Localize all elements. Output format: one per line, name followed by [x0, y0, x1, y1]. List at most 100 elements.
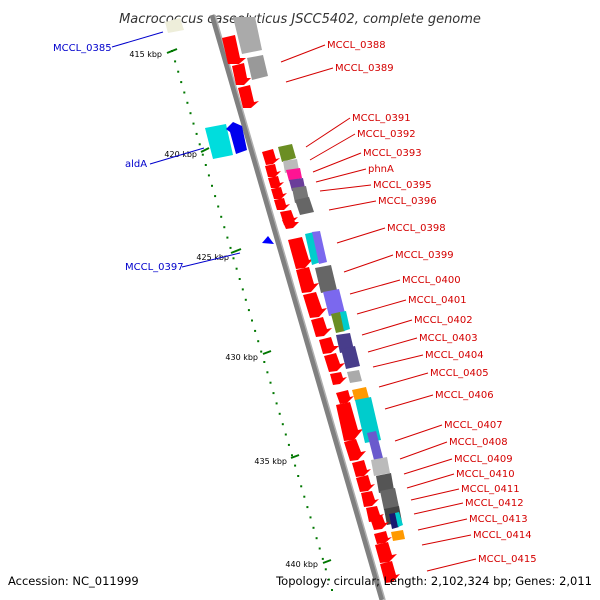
minor-tick-dot — [251, 319, 253, 322]
gene-mccl-0408-leader-line — [399, 441, 448, 460]
gene-mccl-0414 — [374, 530, 405, 544]
gene-mccl-0401-label[interactable]: MCCL_0401 — [408, 295, 467, 306]
gene-phna-label[interactable]: phnA — [368, 164, 394, 175]
minor-tick-dot — [201, 153, 204, 156]
gene-mccl-0398-label[interactable]: MCCL_0398 — [387, 223, 446, 234]
minor-tick-dot — [235, 267, 238, 270]
minor-tick-dot — [257, 340, 260, 343]
gene-mccl-0407-leader-line — [394, 424, 443, 442]
gene-mccl-0391-leader-line — [305, 117, 351, 148]
tick-440: 440 kbp — [285, 559, 332, 569]
gene-mccl-0393-leader-line — [312, 152, 362, 173]
gene-alda-label[interactable]: aldA — [125, 159, 147, 170]
gene-mccl-0410 — [356, 473, 394, 493]
tick-425: 425 kbp — [196, 248, 242, 262]
gene-mccl-0391 — [262, 144, 296, 165]
gene-mccl-0390 — [238, 85, 259, 108]
minor-tick-dot — [312, 526, 315, 529]
gene-mccl-0388-label[interactable]: MCCL_0388 — [327, 40, 386, 51]
gene-mccl-0408-label[interactable]: MCCL_0408 — [449, 437, 508, 448]
minor-tick-dot — [232, 257, 235, 260]
gene-mccl-0391-label[interactable]: MCCL_0391 — [352, 113, 411, 124]
gene-mccl-0395-label[interactable]: MCCL_0395 — [373, 180, 432, 191]
gene-mccl-0406-label[interactable]: MCCL_0406 — [435, 390, 494, 401]
minor-tick-dot — [217, 205, 220, 208]
gene-mccl-0393 — [268, 168, 302, 188]
minor-tick-dot — [254, 329, 257, 332]
gene-mccl-0398-leader-line — [336, 227, 386, 244]
minor-tick-dot — [260, 350, 263, 353]
gene-mccl-0404-leader-line — [372, 354, 424, 368]
tick-430: 430 kbp — [225, 350, 272, 362]
gene-mccl-0395-leader-line — [319, 184, 372, 192]
minor-tick-dot — [238, 278, 241, 280]
gene-mccl-0385-leader-line — [111, 31, 164, 48]
minor-tick-dot — [297, 475, 300, 477]
gene-mccl-0407-label[interactable]: MCCL_0407 — [444, 420, 503, 431]
tick-label-425: 425 kbp — [196, 253, 229, 262]
minor-tick-dot — [195, 132, 198, 135]
accession-text: Accession: NC_011999 — [8, 574, 139, 588]
gene-mccl-0403-label[interactable]: MCCL_0403 — [419, 333, 478, 344]
gene-mccl-0397-leader-line — [181, 252, 241, 268]
gene-mccl-0410-label[interactable]: MCCL_0410 — [456, 469, 515, 480]
minor-tick-dot — [263, 361, 266, 363]
gene-mccl-0398 — [282, 218, 299, 229]
gene-mccl-0415-leader-line — [426, 558, 477, 572]
minor-tick-dot — [281, 423, 284, 426]
minor-tick-dot — [315, 537, 318, 540]
gene-mccl-0392-leader-line — [309, 133, 356, 161]
gene-mccl-0396-label[interactable]: MCCL_0396 — [378, 196, 437, 207]
gene-mccl-0392-label[interactable]: MCCL_0392 — [357, 129, 416, 140]
gene-mccl-0389-label[interactable]: MCCL_0389 — [335, 63, 394, 74]
gene-mccl-0405 — [330, 370, 362, 385]
gene-mccl-0414-leader-line — [421, 534, 472, 546]
gene-mccl-0400-leader-line — [349, 279, 401, 295]
gene-mccl-0404 — [324, 346, 360, 372]
gene-mccl-0399-label[interactable]: MCCL_0399 — [395, 250, 454, 261]
minor-tick-dot — [171, 50, 173, 52]
gene-mccl-0385-label[interactable]: MCCL_0385 — [53, 43, 112, 54]
gene-mccl-0385 — [165, 18, 184, 33]
gene-mccl-0393-label[interactable]: MCCL_0393 — [363, 148, 422, 159]
gene-mccl-0411 — [361, 488, 399, 510]
tick-label-440: 440 kbp — [285, 560, 318, 569]
minor-ticks — [171, 50, 333, 591]
gene-mccl-0405-label[interactable]: MCCL_0405 — [430, 368, 489, 379]
gene-mccl-0411-leader-line — [410, 488, 460, 501]
gene-mccl-0400-label[interactable]: MCCL_0400 — [402, 275, 461, 286]
gene-mccl-0414-label[interactable]: MCCL_0414 — [473, 530, 532, 541]
gene-mccl-0396-leader-line — [328, 200, 377, 211]
gene-mccl-0389 — [232, 55, 268, 85]
minor-tick-dot — [214, 195, 217, 198]
gene-mccl-0399-leader-line — [343, 254, 394, 273]
gene-mccl-0409-leader-line — [403, 458, 453, 475]
gene-mccl-0413 — [370, 512, 403, 530]
gene-mccl-0416 — [380, 561, 400, 583]
tick-label-415: 415 kbp — [129, 50, 162, 59]
gene-mccl-0406 — [336, 387, 369, 404]
tick-415: 415 kbp — [129, 48, 178, 59]
tick-label-430: 430 kbp — [225, 353, 258, 362]
gene-mccl-0404-label[interactable]: MCCL_0404 — [425, 350, 484, 361]
gene-mccl-0397-label[interactable]: MCCL_0397 — [125, 262, 184, 273]
minor-tick-dot — [303, 495, 306, 498]
gene-mccl-0401-leader-line — [356, 299, 407, 315]
minor-tick-dot — [291, 454, 293, 457]
gene-mccl-0415-label[interactable]: MCCL_0415 — [478, 554, 537, 565]
gene-mccl-0412-label[interactable]: MCCL_0412 — [465, 498, 524, 509]
genome-summary-text: Topology: circular; Length: 2,102,324 bp… — [275, 574, 592, 588]
minor-tick-dot — [241, 288, 244, 291]
minor-tick-dot — [180, 81, 183, 84]
gene-mccl-0409-label[interactable]: MCCL_0409 — [454, 454, 513, 465]
genome-title: Macrococcus caseolyticus JSCC5402, compl… — [119, 12, 481, 27]
gene-mccl-0413-label[interactable]: MCCL_0413 — [469, 514, 528, 525]
gene-mccl-0411-label[interactable]: MCCL_0411 — [461, 484, 520, 495]
minor-tick-dot — [284, 433, 287, 436]
gene-mccl-0402-label[interactable]: MCCL_0402 — [414, 315, 473, 326]
gene-mccl-0399 — [288, 231, 327, 269]
minor-tick-dot — [287, 443, 290, 446]
gene-labels: MCCL_0388 MCCL_0389 MCCL_0391 MCCL_0392 MCCL… — [53, 31, 537, 572]
minor-tick-dot — [211, 184, 213, 187]
gene-mccl-0403-leader-line — [367, 337, 418, 353]
